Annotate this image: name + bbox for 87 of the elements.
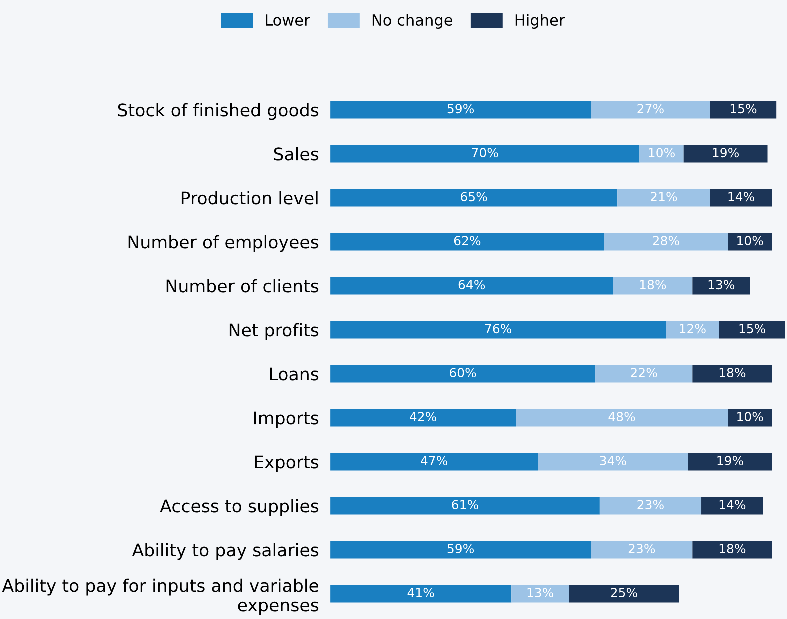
data-label: 18% [640,280,666,290]
y-tick-label: Exports [255,456,319,472]
bar [330,145,640,163]
y-tick-label: Production level [182,191,318,205]
data-label: 10% [738,236,764,246]
data-label: 18% [720,368,746,378]
data-label: 41% [408,588,434,598]
data-label: 19% [713,148,740,158]
data-label: 34% [600,456,626,466]
bar [569,585,680,603]
bar [728,409,772,427]
bar [719,321,786,339]
bar [516,409,728,427]
data-label: 64% [458,280,486,290]
bar [666,321,720,339]
bar [692,277,750,295]
legend-label: Higher [516,14,566,29]
data-label: 21% [651,192,678,202]
bar [330,189,618,207]
bar [330,409,516,427]
y-tick-label: Stock of finished goods [118,103,319,120]
y-tick-label: Number of clients [166,279,319,293]
data-label: 59% [448,104,474,114]
data-label: 48% [608,412,636,422]
data-label: 70% [472,148,498,158]
bar [330,101,592,119]
bar [613,277,693,295]
data-label: 27% [638,104,664,114]
bar [596,365,693,383]
bar [591,101,710,119]
y-tick-label: Ability to pay for inputs and variable expenses [2,578,319,616]
data-label: 59% [448,544,474,554]
data-label: 19% [718,456,744,466]
data-label: 22% [631,368,658,378]
bar [591,541,693,559]
bar [538,453,688,471]
bar [330,585,512,603]
bar [692,541,772,559]
data-label: 12% [680,324,706,334]
bar [702,497,764,515]
bar [330,365,596,383]
data-label: 60% [450,368,476,378]
data-label: 13% [708,280,735,290]
data-label: 18% [720,544,746,554]
bar [330,541,592,559]
data-label: 23% [638,500,664,510]
bar [640,145,684,163]
bar [710,189,772,207]
bar [330,233,604,251]
bar [604,233,728,251]
data-label: 65% [461,192,488,202]
bar [330,497,600,515]
y-tick-label: Access to supplies [160,499,319,516]
bar [330,453,538,471]
bar [692,365,772,383]
data-label: 61% [452,500,478,510]
data-label: 15% [730,104,757,114]
bar [618,189,710,207]
data-label: 28% [653,236,680,246]
bar [600,497,702,515]
data-label: 14% [720,500,746,510]
bar [330,277,614,295]
data-label: 25% [611,588,638,598]
y-tick-label: Ability to pay salaries [132,543,319,560]
y-tick-label: Number of employees [128,235,319,252]
data-label: 42% [410,412,436,422]
y-tick-label: Loans [270,368,319,381]
legend-label: No change [372,14,452,29]
bar [710,101,777,119]
y-tick-label: Imports [254,412,319,428]
data-label: 10% [738,412,764,422]
data-label: 15% [740,324,766,334]
bar [512,585,570,603]
data-label: 62% [454,236,481,246]
y-tick-label: Sales [274,147,319,161]
data-label: 14% [728,192,754,202]
legend-label: Lower [266,14,310,26]
y-tick-label: Net profits [230,323,319,340]
data-label: 76% [485,324,512,334]
data-label: 10% [649,148,675,158]
bar [330,321,666,339]
bar [728,233,772,251]
data-label: 47% [421,456,448,466]
data-label: 23% [628,544,656,554]
data-label: 13% [528,588,554,598]
bar [684,145,768,163]
bar [688,453,772,471]
